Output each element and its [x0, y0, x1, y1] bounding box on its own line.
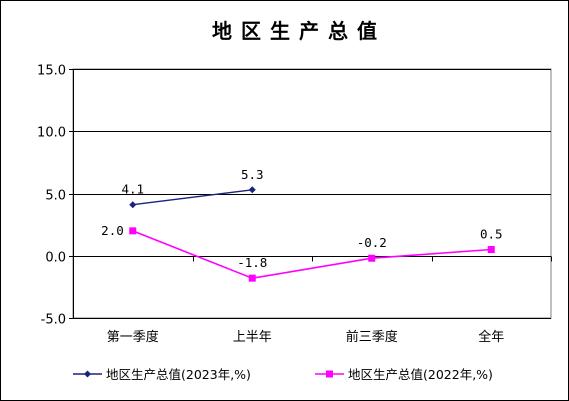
y-axis: 15.0 10.0 5.0 0.0 -5.0 [37, 64, 74, 328]
data-label: 5.3 [241, 167, 264, 182]
plot-area [72, 68, 552, 319]
data-label: -1.8 [237, 255, 267, 270]
series-line-2 [132, 230, 492, 280]
legend: 地区生产总值(2023年,%) 地区生产总值(2022年,%) [73, 367, 493, 382]
y-tick-label: 0.0 [45, 251, 66, 266]
data-point [129, 227, 137, 235]
y-tick-label: 15.0 [37, 64, 66, 79]
data-point [487, 246, 495, 254]
series-layer: 4.1 5.3 2.0 -1.8 -0.2 0.5 [101, 167, 503, 282]
series-line-1 [132, 189, 253, 206]
legend-marker [326, 370, 333, 378]
chart-title: 地区生产总值 [212, 19, 386, 43]
grid-lines [72, 68, 552, 319]
y-tick-label: 10.0 [37, 126, 66, 141]
data-label: 4.1 [121, 182, 144, 197]
y-tick-label: 5.0 [45, 189, 66, 204]
data-label: -0.2 [357, 235, 387, 250]
data-point [368, 254, 376, 262]
y-tick-label: -5.0 [41, 313, 66, 328]
legend-marker [84, 370, 91, 378]
x-category-label: 前三季度 [346, 329, 398, 345]
data-point [248, 274, 256, 282]
x-category-label: 上半年 [233, 330, 272, 345]
legend-label: 地区生产总值(2022年,%) [348, 367, 493, 382]
data-point [248, 186, 256, 194]
x-category-label: 全年 [478, 329, 504, 345]
x-axis: 第一季度 上半年 前三季度 全年 [73, 256, 552, 345]
data-label: 2.0 [101, 223, 124, 238]
legend-label: 地区生产总值(2023年,%) [106, 367, 251, 382]
x-category-label: 第一季度 [107, 329, 159, 345]
data-point [129, 201, 137, 209]
data-label: 0.5 [480, 227, 503, 242]
